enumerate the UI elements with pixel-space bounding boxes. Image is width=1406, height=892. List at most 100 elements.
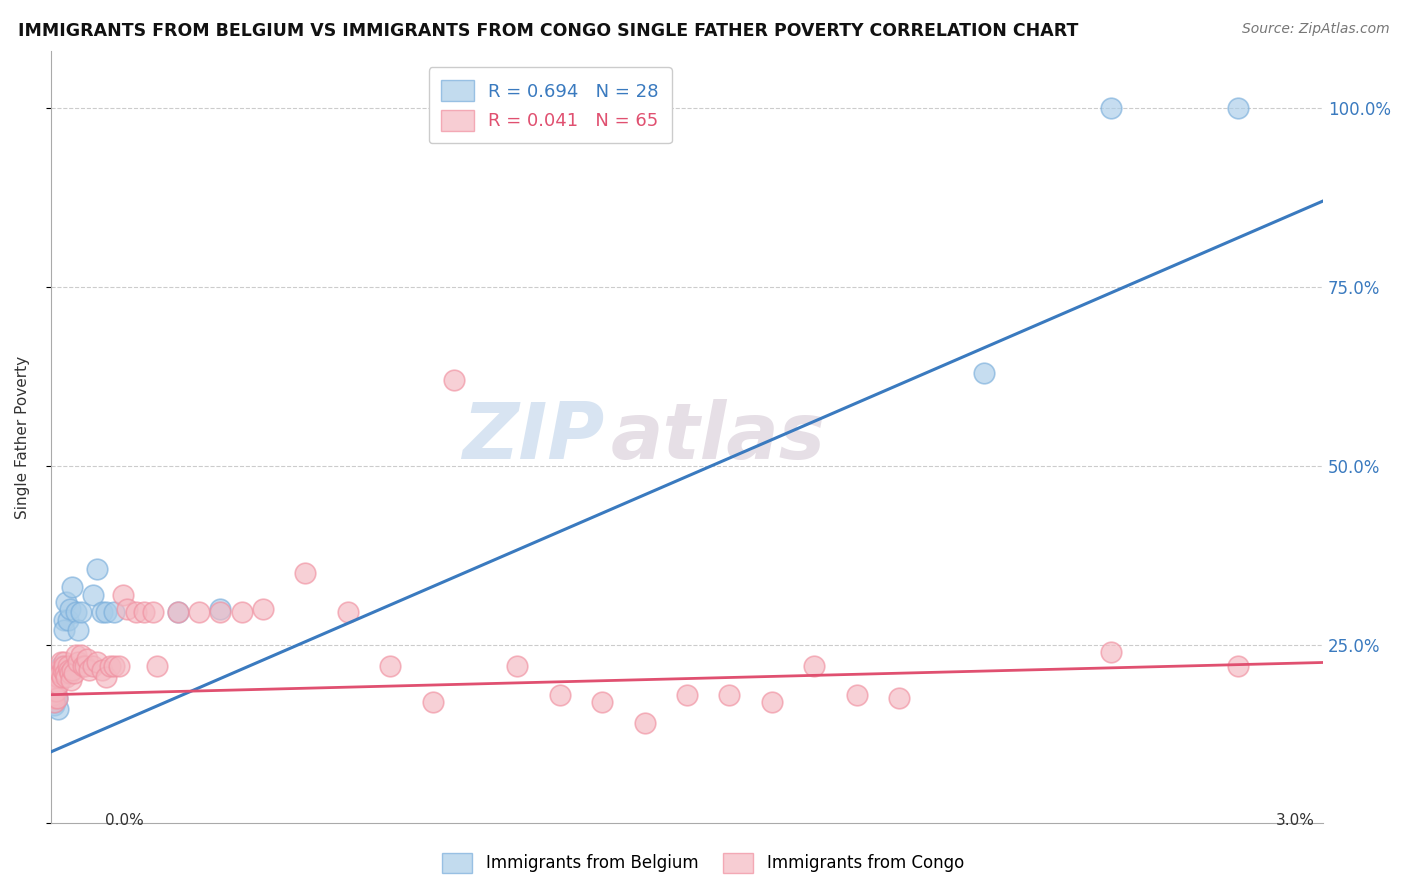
- Text: ZIP: ZIP: [463, 399, 605, 475]
- Point: [67, 656, 90, 670]
- Point: [633, 716, 655, 731]
- Point: [86, 562, 108, 576]
- Point: [506, 659, 529, 673]
- Point: [115, 602, 138, 616]
- Point: [59, 666, 82, 681]
- Point: [167, 606, 190, 620]
- Point: [107, 659, 129, 673]
- Point: [336, 606, 359, 620]
- Point: [676, 688, 699, 702]
- Point: [82, 587, 104, 601]
- Point: [111, 587, 134, 601]
- Point: [167, 606, 190, 620]
- Point: [60, 673, 83, 688]
- Point: [90, 606, 112, 620]
- Point: [98, 659, 121, 673]
- Point: [209, 602, 232, 616]
- Point: [1099, 101, 1122, 115]
- Legend: Immigrants from Belgium, Immigrants from Congo: Immigrants from Belgium, Immigrants from…: [436, 847, 970, 880]
- Point: [44, 695, 66, 709]
- Point: [42, 688, 65, 702]
- Point: [67, 624, 90, 638]
- Point: [103, 659, 125, 673]
- Point: [803, 659, 825, 673]
- Point: [231, 606, 253, 620]
- Point: [45, 684, 67, 698]
- Point: [90, 663, 112, 677]
- Point: [422, 695, 444, 709]
- Text: IMMIGRANTS FROM BELGIUM VS IMMIGRANTS FROM CONGO SINGLE FATHER POVERTY CORRELATI: IMMIGRANTS FROM BELGIUM VS IMMIGRANTS FR…: [18, 22, 1078, 40]
- Point: [103, 606, 125, 620]
- Point: [45, 688, 67, 702]
- Point: [52, 663, 75, 677]
- Point: [51, 659, 73, 673]
- Point: [94, 606, 117, 620]
- Point: [887, 691, 910, 706]
- Point: [46, 670, 69, 684]
- Text: 0.0%: 0.0%: [105, 814, 145, 828]
- Point: [73, 659, 96, 673]
- Legend: R = 0.694   N = 28, R = 0.041   N = 65: R = 0.694 N = 28, R = 0.041 N = 65: [429, 68, 672, 144]
- Point: [761, 695, 783, 709]
- Point: [46, 691, 69, 706]
- Point: [591, 695, 613, 709]
- Point: [48, 663, 70, 677]
- Point: [1227, 659, 1250, 673]
- Point: [63, 666, 86, 681]
- Point: [45, 691, 67, 706]
- Y-axis label: Single Father Poverty: Single Father Poverty: [15, 356, 30, 518]
- Point: [60, 580, 83, 594]
- Point: [718, 688, 741, 702]
- Point: [48, 666, 70, 681]
- Point: [53, 659, 76, 673]
- Point: [188, 606, 211, 620]
- Point: [69, 648, 91, 663]
- Point: [44, 677, 66, 691]
- Point: [1227, 101, 1250, 115]
- Point: [58, 663, 80, 677]
- Point: [49, 666, 72, 681]
- Point: [72, 659, 94, 673]
- Point: [1099, 645, 1122, 659]
- Point: [49, 656, 72, 670]
- Point: [52, 613, 75, 627]
- Point: [41, 691, 63, 706]
- Text: atlas: atlas: [610, 399, 825, 475]
- Point: [44, 695, 66, 709]
- Point: [60, 663, 83, 677]
- Text: 3.0%: 3.0%: [1275, 814, 1315, 828]
- Point: [378, 659, 401, 673]
- Point: [252, 602, 274, 616]
- Point: [134, 606, 156, 620]
- Point: [146, 659, 169, 673]
- Point: [48, 702, 70, 716]
- Point: [44, 698, 66, 713]
- Point: [56, 659, 79, 673]
- Point: [51, 670, 73, 684]
- Point: [42, 691, 65, 706]
- Point: [48, 677, 70, 691]
- Point: [82, 659, 104, 673]
- Point: [294, 566, 316, 580]
- Point: [209, 606, 232, 620]
- Point: [65, 606, 87, 620]
- Point: [973, 366, 995, 380]
- Point: [59, 602, 82, 616]
- Point: [443, 373, 465, 387]
- Point: [94, 670, 117, 684]
- Point: [845, 688, 868, 702]
- Point: [53, 624, 76, 638]
- Point: [548, 688, 571, 702]
- Point: [55, 670, 77, 684]
- Point: [76, 652, 98, 666]
- Point: [53, 666, 76, 681]
- Point: [142, 606, 165, 620]
- Point: [69, 606, 91, 620]
- Point: [49, 673, 72, 688]
- Point: [124, 606, 146, 620]
- Point: [86, 656, 108, 670]
- Point: [77, 663, 100, 677]
- Point: [55, 595, 77, 609]
- Point: [65, 648, 87, 663]
- Point: [52, 656, 75, 670]
